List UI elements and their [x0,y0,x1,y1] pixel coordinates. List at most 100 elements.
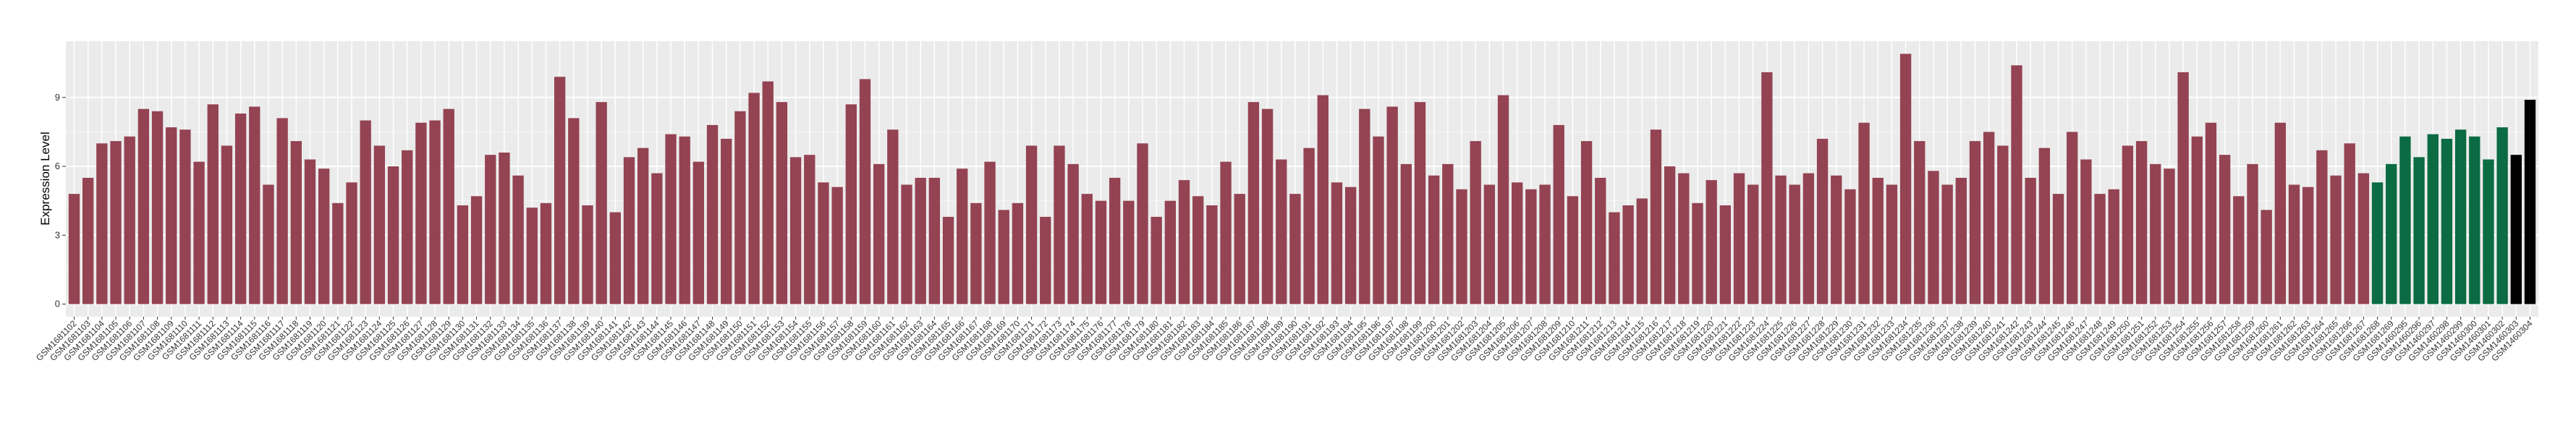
bar [568,118,580,304]
bar [429,120,441,304]
bar [1025,145,1038,304]
bar [637,148,649,304]
bar [928,177,941,304]
bar [1040,216,1051,304]
bar [2441,138,2453,304]
bar [2205,122,2217,304]
bar [1928,171,1939,304]
bar [1303,148,1315,304]
bar [346,182,357,304]
bar [721,138,732,304]
bar [1483,184,1496,304]
bar [2302,187,2314,304]
bar [387,166,399,304]
bar [2219,155,2231,304]
bar [2427,134,2439,304]
bar [2344,143,2355,304]
bar [1899,54,1912,304]
bar [68,194,80,304]
bar [1706,180,1717,304]
bar [1386,106,1398,304]
bar [2357,173,2370,304]
bar [221,145,233,304]
bar [1054,145,1065,304]
bar [2454,129,2467,304]
bar [1997,145,2009,304]
bar [582,205,593,304]
bar [1622,205,1634,304]
bar [873,163,885,304]
bar [2413,157,2425,304]
bar [1650,129,1662,304]
bar [1428,175,1440,304]
bar [82,177,94,304]
bar [2150,163,2161,304]
bar [1831,175,1842,304]
bar [2316,150,2328,304]
bar [1872,177,1884,304]
bar [540,202,552,304]
bar [1844,189,1856,304]
bar [1067,163,1079,304]
bar [2233,196,2245,304]
bar [1234,194,1245,304]
bar [2108,189,2119,304]
bar [276,118,288,304]
bar [137,108,150,304]
bar [2122,145,2134,304]
bar [179,129,191,304]
bar [360,120,371,304]
bar [651,173,663,304]
bar [692,161,705,304]
bar [2164,168,2175,304]
bar [470,196,483,304]
bar [679,136,690,304]
bar [1206,205,1218,304]
bar [1359,108,1370,304]
bar [2052,194,2064,304]
bar [2011,65,2022,304]
bar [1373,136,1384,304]
bar [1247,102,1260,304]
bar [2510,155,2522,304]
bar [1276,159,1287,304]
bar [2177,72,2189,304]
bar [1123,200,1135,304]
bar [804,155,815,304]
bar [457,205,469,304]
bar [110,141,122,304]
bar [1317,95,1329,304]
bar [1539,184,1551,304]
y-tick-label: 3 [55,229,60,240]
bar [1164,200,1177,304]
bar [1178,180,1190,304]
bar [526,208,538,304]
bar [1414,102,1426,304]
bar [402,150,413,304]
bar [290,141,302,304]
bar [1858,122,1870,304]
bar [1151,216,1162,304]
bar [859,79,871,304]
bar [970,202,982,304]
bar [1497,95,1509,304]
bar [96,143,108,304]
bar [207,104,219,304]
bar [1609,212,1620,304]
bar [1955,177,1967,304]
bar [1719,205,1732,304]
bar [665,134,677,304]
y-tick-label: 6 [55,161,60,171]
bar [1137,143,1148,304]
bar [2094,194,2106,304]
bar [485,155,496,304]
bar [1442,163,1454,304]
bar [2080,159,2092,304]
bar [1595,177,1606,304]
bar [234,114,247,304]
bar [2191,136,2203,304]
bar [609,212,622,304]
bar [1553,124,1564,304]
bar [2386,163,2397,304]
